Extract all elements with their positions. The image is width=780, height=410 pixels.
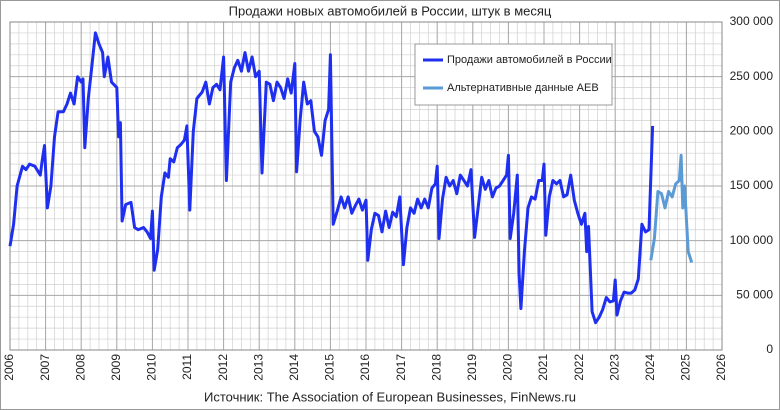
x-tick-label: 2011 <box>180 354 194 380</box>
x-tick-label: 2022 <box>572 354 586 381</box>
legend-label: Продажи автомобилей в России <box>447 54 612 66</box>
x-tick-label: 2018 <box>429 354 443 381</box>
line-series <box>8 31 655 325</box>
x-tick-label: 2023 <box>607 354 621 381</box>
y-tick-label: 100 000 <box>730 233 774 247</box>
y-tick-label: 150 000 <box>730 178 774 192</box>
x-tick-label: 2017 <box>394 354 408 381</box>
x-tick-label: 2012 <box>216 354 230 381</box>
legend-box <box>414 43 613 106</box>
y-tick-label: 300 000 <box>730 14 774 28</box>
chart-title: Продажи новых автомобилей в России, штук… <box>229 3 552 18</box>
x-tick-label: 2015 <box>323 354 337 381</box>
x-tick-label: 2013 <box>251 354 265 381</box>
y-tick-label: 200 000 <box>730 124 774 138</box>
y-tick-label: 50 000 <box>736 288 773 302</box>
x-tick-label: 2010 <box>145 354 159 381</box>
x-tick-label: 2019 <box>465 354 479 381</box>
y-tick-label: 0 <box>766 342 773 356</box>
x-tick-label: 2007 <box>38 354 52 381</box>
legend-label: Альтернативные данные АЕВ <box>447 82 599 94</box>
x-tick-label: 2025 <box>679 354 693 381</box>
x-tick-label: 2016 <box>358 354 372 381</box>
x-tick-label: 2020 <box>501 354 515 381</box>
x-tick-label: 2014 <box>287 354 301 381</box>
x-tick-label: 2008 <box>73 354 87 381</box>
x-tick-label: 2006 <box>2 354 16 381</box>
x-tick-label: 2021 <box>536 354 550 381</box>
x-tick-label: 2009 <box>109 354 123 381</box>
x-tick-label: 2024 <box>643 354 657 381</box>
y-tick-label: 250 000 <box>730 69 774 83</box>
x-tick-label: 2026 <box>714 354 728 381</box>
source: Источник: The Association of European Bu… <box>204 389 576 404</box>
plot-border <box>9 21 723 351</box>
line-series <box>649 153 694 263</box>
